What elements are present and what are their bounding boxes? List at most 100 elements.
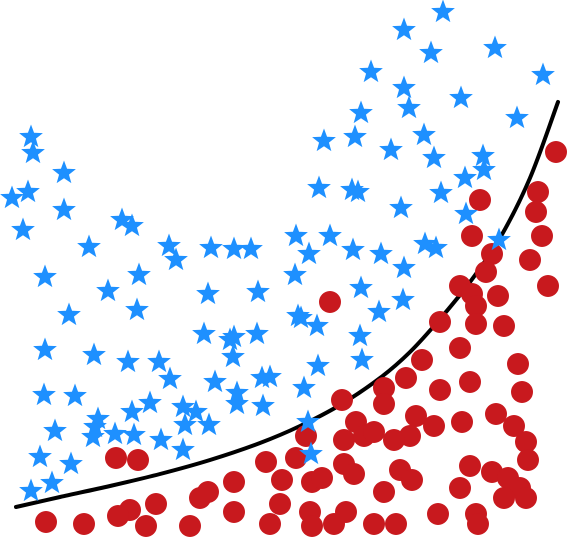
star-point	[369, 241, 393, 265]
star-point	[505, 105, 529, 129]
star-point	[307, 175, 331, 199]
star-point	[157, 233, 181, 257]
circle-point	[525, 201, 547, 223]
circle-point	[451, 411, 473, 433]
star-point	[299, 441, 323, 465]
star-point	[120, 399, 144, 423]
star-point	[77, 234, 101, 258]
star-point	[83, 414, 107, 438]
star-point	[43, 418, 67, 442]
circle-point	[411, 349, 433, 371]
circle-point	[333, 429, 355, 451]
star-point	[424, 235, 448, 259]
circle-point	[423, 415, 445, 437]
circle-point	[127, 449, 149, 471]
circle-point	[493, 315, 515, 337]
star-point	[392, 17, 416, 41]
circle-point	[459, 371, 481, 393]
star-point	[487, 227, 511, 251]
star-point	[348, 323, 372, 347]
star-point	[250, 365, 274, 389]
circle-point	[255, 451, 277, 473]
circle-point	[373, 481, 395, 503]
star-point	[28, 444, 52, 468]
star-point	[367, 299, 391, 323]
star-point	[341, 237, 365, 261]
circle-point	[459, 455, 481, 477]
star-point	[449, 85, 473, 109]
star-point	[389, 195, 413, 219]
circle-point	[363, 513, 385, 535]
circle-point	[511, 381, 533, 403]
star-point	[221, 344, 245, 368]
circle-point	[105, 447, 127, 469]
circle-point	[465, 295, 487, 317]
star-point	[318, 223, 342, 247]
star-point	[359, 59, 383, 83]
star-point	[391, 287, 415, 311]
circle-point	[383, 429, 405, 451]
star-point	[306, 353, 330, 377]
star-point	[296, 409, 320, 433]
circle-point	[465, 313, 487, 335]
star-point	[245, 321, 269, 345]
circle-point	[73, 513, 95, 535]
star-point	[125, 297, 149, 321]
star-point	[483, 35, 507, 59]
star-point	[120, 213, 144, 237]
star-point	[222, 236, 246, 260]
circle-point	[373, 393, 395, 415]
circle-point	[301, 515, 323, 537]
circle-point	[429, 311, 451, 333]
star-point	[392, 255, 416, 279]
star-points-layer	[0, 0, 555, 502]
star-point	[312, 128, 336, 152]
circle-point	[527, 181, 549, 203]
star-point	[397, 95, 421, 119]
circle-point	[519, 249, 541, 271]
circle-point	[385, 513, 407, 535]
star-point	[196, 281, 220, 305]
star-point	[0, 185, 24, 209]
star-point	[11, 217, 35, 241]
star-point	[453, 165, 477, 189]
star-point	[122, 422, 146, 446]
star-point	[292, 375, 316, 399]
star-point	[57, 302, 81, 326]
circle-point	[285, 447, 307, 469]
circle-point	[135, 515, 157, 537]
star-point	[184, 399, 208, 423]
circle-point	[461, 225, 483, 247]
circle-point	[449, 477, 471, 499]
star-point	[33, 264, 57, 288]
circle-point	[223, 471, 245, 493]
circle-point	[295, 425, 317, 447]
star-point	[419, 40, 443, 64]
star-point	[289, 305, 313, 329]
star-point	[197, 412, 221, 436]
star-point	[471, 143, 495, 167]
star-point	[81, 424, 105, 448]
star-point	[413, 231, 437, 255]
circle-point	[531, 225, 553, 247]
star-point	[251, 393, 275, 417]
circle-point	[537, 275, 559, 297]
star-point	[379, 137, 403, 161]
circle-point	[485, 403, 507, 425]
circle-point	[179, 515, 201, 537]
star-point	[86, 406, 110, 430]
circle-point	[323, 513, 345, 535]
circle-point	[545, 141, 567, 163]
star-point	[192, 321, 216, 345]
circle-point	[517, 449, 539, 471]
circle-point	[271, 469, 293, 491]
star-point	[346, 179, 370, 203]
star-point	[19, 124, 43, 148]
star-point	[305, 313, 329, 337]
star-point	[63, 383, 87, 407]
star-point	[82, 342, 106, 366]
star-point	[203, 369, 227, 393]
circle-point	[189, 487, 211, 509]
star-point	[431, 0, 455, 23]
